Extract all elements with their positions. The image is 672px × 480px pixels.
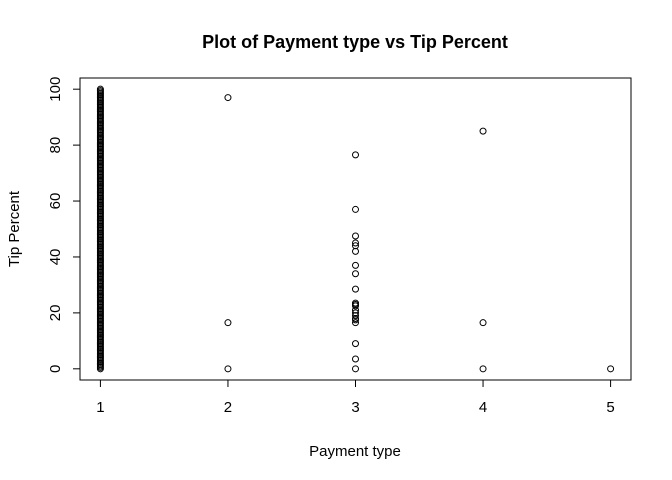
- x-tick-label: 2: [224, 399, 232, 416]
- data-point: [352, 355, 359, 363]
- data-point: [607, 365, 615, 373]
- data-point: [352, 285, 359, 293]
- data-point: [352, 261, 359, 269]
- y-tick-label: 20: [47, 305, 64, 322]
- data-point: [352, 205, 359, 213]
- plot-frame: [79, 77, 632, 381]
- y-tick-label: 40: [47, 249, 64, 266]
- data-point: [224, 94, 232, 102]
- data-point: [352, 247, 359, 255]
- data-point: [352, 314, 359, 322]
- data-point: [352, 312, 359, 320]
- data-point: [352, 239, 359, 247]
- data-point: [352, 365, 359, 373]
- data-point: [352, 340, 359, 348]
- x-tick-label: 3: [351, 399, 359, 416]
- data-point: [224, 319, 232, 327]
- y-axis-label: Tip Percent: [6, 190, 23, 267]
- chart-title: Plot of Payment type vs Tip Percent: [202, 32, 508, 52]
- y-tick-label: 60: [47, 193, 64, 210]
- y-tick-label: 80: [47, 137, 64, 154]
- data-point: [352, 151, 359, 159]
- data-point: [479, 127, 487, 135]
- data-point: [479, 319, 487, 327]
- x-tick-label: 4: [479, 399, 487, 416]
- data-points: [96, 85, 615, 373]
- x-axis-label: Payment type: [309, 443, 401, 460]
- x-axis: 1 2 3 4 5: [96, 379, 615, 416]
- data-point: [96, 85, 104, 93]
- data-point: [479, 365, 487, 373]
- data-point: [352, 232, 359, 240]
- data-point: [352, 270, 359, 278]
- x-tick-label: 5: [606, 399, 614, 416]
- y-tick-label: 0: [47, 365, 64, 373]
- data-point: [352, 301, 359, 308]
- data-point: [352, 319, 359, 327]
- y-tick-label: 100: [47, 77, 64, 102]
- x-tick-label: 1: [96, 399, 104, 416]
- y-axis: 0 20 40 60 80 100: [47, 77, 81, 373]
- data-point: [224, 365, 232, 373]
